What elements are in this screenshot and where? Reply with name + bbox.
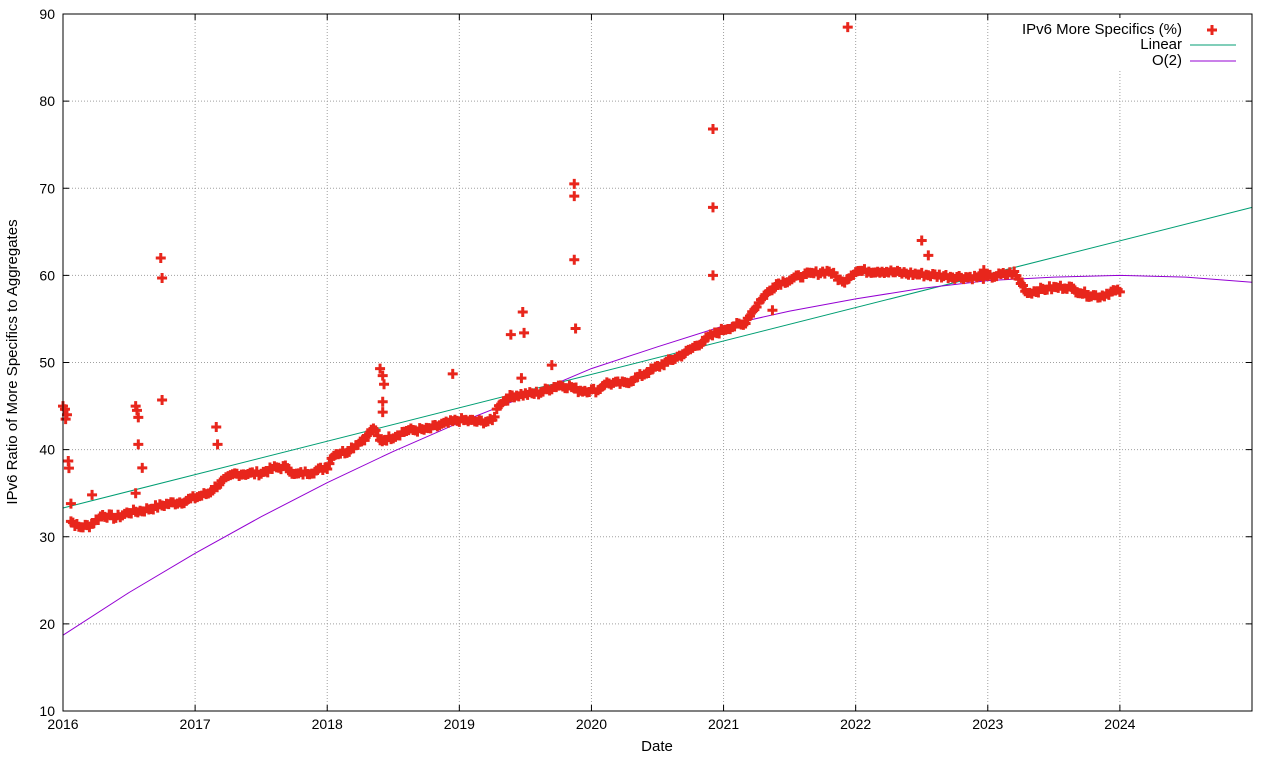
y-tick-label: 90 (39, 6, 55, 22)
outlier-point (707, 202, 718, 213)
outlier-point (505, 329, 516, 340)
data-point (370, 425, 381, 436)
outlier-point (377, 396, 388, 407)
y-tick-labels: 10 20 30 40 50 60 70 80 90 (39, 6, 55, 719)
legend-label-linear: Linear (1140, 36, 1182, 53)
axis-ticks (62, 13, 1252, 712)
y-axis-label: IPv6 Ratio of More Specifics to Aggregat… (4, 219, 21, 504)
outlier-point (546, 360, 557, 371)
data-point (322, 464, 333, 475)
legend-plus-marker (1207, 25, 1217, 35)
outlier-point (379, 379, 390, 390)
y-tick-label: 80 (39, 93, 55, 109)
outlier-point (519, 327, 530, 338)
fit-lines (62, 206, 1253, 636)
x-tick-label: 2022 (840, 716, 871, 732)
outlier-point (133, 439, 144, 450)
legend-marker-points (1207, 25, 1217, 35)
outlier-point (65, 498, 76, 509)
outlier-point (569, 191, 580, 202)
outlier-point (130, 488, 141, 499)
outlier-point (155, 252, 166, 263)
data-point (1018, 280, 1029, 291)
outlier-point (447, 368, 458, 379)
outlier-point (517, 306, 528, 317)
outlier-point (211, 421, 222, 432)
outlier-point (923, 250, 934, 261)
data-point (1114, 286, 1125, 297)
data-point (324, 458, 335, 469)
x-tick-labels: 2016 2017 2018 2019 2020 2021 2022 2023 2024 (47, 716, 1135, 732)
outlier-point (157, 272, 168, 283)
data-point (740, 318, 751, 329)
linear-fit-line (62, 206, 1253, 509)
x-axis-label: Date (641, 738, 673, 755)
outlier-point (157, 394, 168, 405)
x-tick-label: 2021 (708, 716, 739, 732)
data-points (58, 22, 1125, 533)
outlier-point (842, 22, 853, 33)
outlier-point (87, 489, 98, 500)
outlier-point (707, 270, 718, 281)
y-tick-label: 20 (39, 616, 55, 632)
quadratic-fit-line (62, 274, 1253, 636)
y-tick-label: 60 (39, 267, 55, 283)
legend: IPv6 More Specifics (%) Linear O(2) (1000, 18, 1248, 70)
y-tick-label: 50 (39, 355, 55, 371)
data-point (1079, 286, 1090, 297)
outlier-point (570, 323, 581, 334)
outlier-point (133, 412, 144, 423)
outlier-point (516, 373, 527, 384)
y-tick-label: 40 (39, 442, 55, 458)
outlier-point (377, 407, 388, 418)
outlier-point (60, 414, 71, 425)
outlier-point (916, 235, 927, 246)
outlier-point (137, 462, 148, 473)
outlier-point (63, 455, 74, 466)
legend-label-points: IPv6 More Specifics (%) (1022, 21, 1182, 38)
y-tick-label: 70 (39, 180, 55, 196)
data-point (59, 404, 70, 415)
x-tick-label: 2018 (312, 716, 343, 732)
x-tick-label: 2023 (972, 716, 1003, 732)
x-tick-label: 2024 (1104, 716, 1135, 732)
x-tick-label: 2017 (180, 716, 211, 732)
y-tick-label: 30 (39, 529, 55, 545)
x-tick-label: 2019 (444, 716, 475, 732)
outlier-point (569, 178, 580, 189)
outlier-point (569, 254, 580, 265)
data-point (489, 411, 500, 422)
data-point (502, 395, 513, 406)
legend-label-o2: O(2) (1152, 52, 1182, 69)
outlier-point (707, 124, 718, 135)
outlier-point (377, 370, 388, 381)
outlier-point (767, 305, 778, 316)
outlier-point (375, 363, 386, 374)
x-tick-label: 2016 (47, 716, 78, 732)
x-tick-label: 2020 (576, 716, 607, 732)
outlier-point (212, 439, 223, 450)
y-tick-label: 10 (39, 703, 55, 719)
outlier-point (978, 265, 989, 276)
